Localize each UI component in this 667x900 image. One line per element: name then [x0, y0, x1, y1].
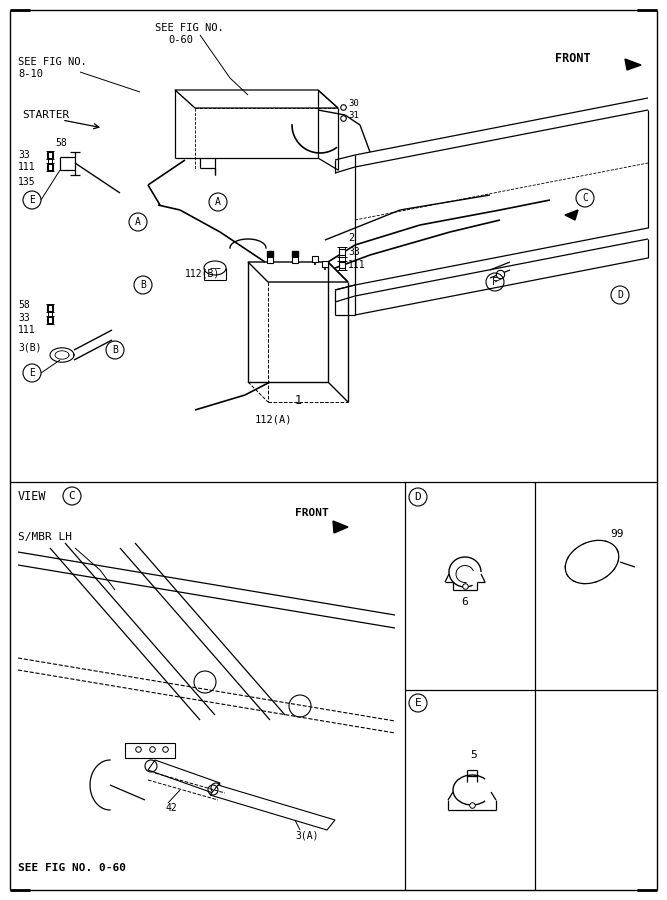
Polygon shape [210, 785, 335, 830]
Text: 8-10: 8-10 [18, 69, 43, 79]
Text: D: D [415, 492, 422, 502]
Text: 99: 99 [610, 529, 624, 539]
Text: FRONT: FRONT [555, 51, 590, 65]
Text: B: B [140, 280, 146, 290]
Text: 33: 33 [18, 313, 30, 323]
Text: C: C [582, 193, 588, 203]
Text: 31: 31 [348, 112, 359, 121]
Text: C: C [69, 491, 75, 501]
Text: 111: 111 [18, 325, 35, 335]
Text: F: F [492, 277, 498, 287]
Text: 58: 58 [18, 300, 30, 310]
Text: 3(B): 3(B) [18, 343, 41, 353]
Text: STARTER: STARTER [22, 110, 69, 120]
Text: 3(A): 3(A) [295, 830, 319, 840]
Polygon shape [565, 210, 578, 220]
Text: FRONT: FRONT [295, 508, 329, 518]
Text: 135: 135 [18, 177, 35, 187]
Text: 5: 5 [470, 750, 477, 760]
Text: 33: 33 [18, 150, 30, 160]
Polygon shape [148, 760, 220, 793]
Text: B: B [112, 345, 118, 355]
Text: 111: 111 [18, 162, 35, 172]
Text: 0-60: 0-60 [168, 35, 193, 45]
Text: 58: 58 [55, 138, 67, 148]
Text: 30: 30 [348, 98, 359, 107]
Text: 6: 6 [461, 597, 468, 607]
Text: SEE FIG NO.: SEE FIG NO. [155, 23, 223, 33]
Polygon shape [333, 521, 348, 533]
Polygon shape [175, 90, 338, 108]
Text: SEE FIG NO.: SEE FIG NO. [18, 57, 87, 67]
Text: D: D [617, 290, 623, 300]
Text: 42: 42 [165, 803, 177, 813]
Text: 112(A): 112(A) [255, 415, 293, 425]
Text: 2: 2 [348, 233, 354, 243]
Text: E: E [29, 368, 35, 378]
Text: 33: 33 [348, 247, 360, 257]
Text: 112(B): 112(B) [185, 268, 220, 278]
Text: SEE FIG NO. 0-60: SEE FIG NO. 0-60 [18, 863, 126, 873]
Text: E: E [29, 195, 35, 205]
Polygon shape [248, 262, 348, 282]
Polygon shape [625, 59, 641, 70]
Text: 1: 1 [295, 393, 302, 407]
Text: E: E [415, 698, 422, 708]
Polygon shape [125, 743, 175, 758]
Text: 111: 111 [348, 260, 366, 270]
Text: A: A [215, 197, 221, 207]
Text: S/MBR LH: S/MBR LH [18, 532, 72, 542]
Text: A: A [135, 217, 141, 227]
Text: VIEW: VIEW [18, 491, 47, 503]
